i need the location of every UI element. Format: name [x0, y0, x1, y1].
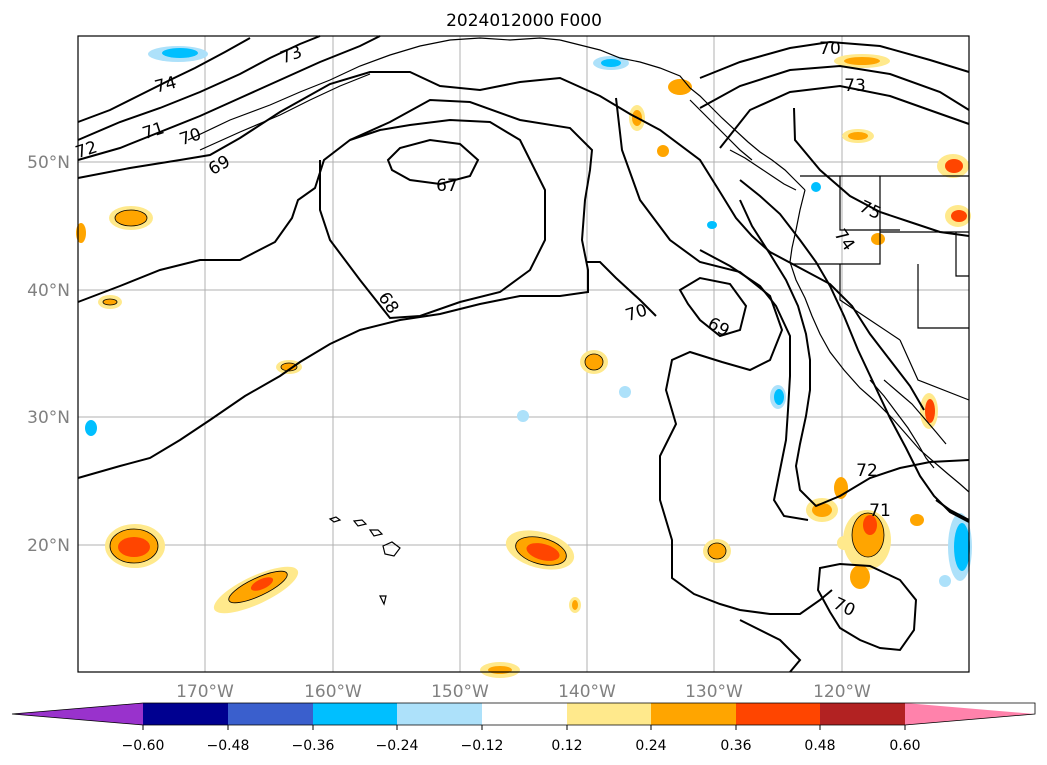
map-background: [78, 36, 969, 672]
colorbar-segment: [482, 703, 567, 725]
lon-label: 120°W: [813, 682, 871, 702]
lon-label: 170°W: [176, 682, 234, 702]
colorbar-segment: [397, 703, 482, 725]
colorbar-tick-label: −0.48: [207, 738, 250, 754]
colorbar-segment: [567, 703, 651, 725]
colorbar-segment: [736, 703, 820, 725]
colorbar-segment: [143, 703, 228, 725]
colorbar: −0.60 −0.48 −0.36 −0.24 −0.12 0.12 0.24 …: [11, 702, 1036, 754]
map-panel: 74 73 72 71 70 69 67 68 70 69 70 73 75 7…: [73, 35, 972, 678]
lon-label: 150°W: [431, 682, 489, 702]
colorbar-tick-label: 0.36: [720, 738, 751, 754]
colorbar-tick-label: 0.24: [635, 738, 666, 754]
longitude-labels: 170°W 160°W 150°W 140°W 130°W 120°W: [176, 682, 871, 702]
colorbar-segment: [820, 703, 905, 725]
map-frame: [77, 35, 970, 673]
colorbar-tick-label: −0.12: [461, 738, 504, 754]
lon-label: 140°W: [558, 682, 616, 702]
colorbar-tick-label: −0.60: [122, 738, 165, 754]
colorbar-tick-label: 0.12: [551, 738, 582, 754]
colorbar-ticks: [142, 725, 906, 730]
colorbar-tick-label: −0.24: [376, 738, 419, 754]
lat-label: 30°N: [27, 408, 70, 428]
colorbar-segment: [313, 703, 397, 725]
contour-label: 70: [819, 39, 841, 59]
contour-label: 67: [436, 176, 458, 196]
lon-label: 160°W: [304, 682, 362, 702]
contours: [77, 35, 970, 673]
anomaly-outlines: [102, 209, 885, 604]
colorbar-extend-high: [905, 703, 1035, 725]
contour-label: 73: [844, 76, 866, 96]
lat-label: 20°N: [27, 536, 70, 556]
colorbar-tick-label: 0.48: [804, 738, 835, 754]
lat-label: 50°N: [27, 153, 70, 173]
colorbar-segment: [651, 703, 736, 725]
lon-label: 130°W: [685, 682, 743, 702]
contour-label: 71: [869, 501, 891, 521]
colorbar-tick-label: 0.60: [889, 738, 920, 754]
colorbar-extend-low: [12, 703, 143, 725]
colorbar-tick-label: −0.36: [292, 738, 335, 754]
contour-label: 72: [856, 461, 878, 481]
latitude-labels: 50°N 40°N 30°N 20°N: [27, 153, 70, 556]
lat-label: 40°N: [27, 281, 70, 301]
graticule: [78, 36, 969, 672]
colorbar-segment: [228, 703, 313, 725]
map-title: 2024012000 F000: [446, 11, 602, 31]
